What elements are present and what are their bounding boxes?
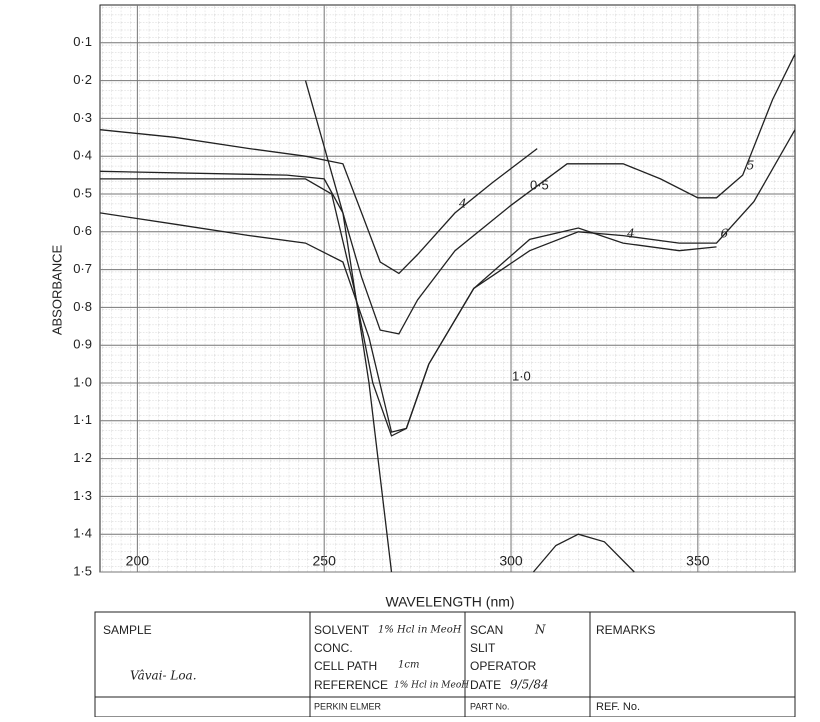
data-line [99, 53, 796, 335]
y-tick-label: 1·1 [73, 412, 92, 427]
y-tick-label: 0·7 [73, 261, 92, 276]
form-label: CONC. [314, 641, 353, 655]
y-tick-label: 0·5 [73, 185, 92, 200]
form-label: SOLVENT [314, 623, 370, 637]
y-tick-label: 0·8 [73, 299, 92, 314]
form-label: CELL PATH [314, 659, 377, 673]
series-label: 5 [747, 159, 755, 173]
data-line [99, 129, 538, 275]
y-tick-label: 1·2 [73, 450, 92, 465]
form-value: Vâvai- Loa. [130, 669, 197, 683]
form-footer: REF. No. [596, 701, 640, 713]
y-tick-label: 1·4 [73, 526, 92, 541]
form-value: 9/5/84 [510, 678, 549, 692]
data-line [532, 533, 635, 573]
series-label: 4 [458, 196, 467, 210]
form: SAMPLE Vâvai- Loa. SOLVENT 1% Hcl in Meo… [94, 611, 796, 718]
form-value: N [534, 623, 546, 637]
y-tick-label: 0·1 [73, 34, 92, 49]
form-footer: PERKIN ELMER [314, 701, 382, 711]
form-label: REMARKS [596, 623, 655, 637]
form-label: REFERENCE [314, 678, 388, 692]
form-label: OPERATOR [470, 659, 537, 673]
data-line [99, 212, 717, 433]
form-value: 1% Hcl in MeoH [378, 625, 462, 636]
data-line [304, 80, 393, 573]
y-tick-label: 1·0 [73, 374, 92, 389]
y-tick-label: 0·4 [73, 148, 92, 163]
annotation: 1·0 [512, 368, 531, 383]
y-axis-label: ABSORBANCE [49, 245, 64, 336]
annotation: 0·5 [530, 177, 549, 192]
form-label: SAMPLE [103, 623, 152, 637]
form-value: 1cm [398, 660, 419, 671]
series-label: 4 [626, 227, 635, 241]
x-axis-label: WAVELENGTH (nm) [385, 594, 514, 610]
form-value: 1% Hcl in MeoH [394, 681, 469, 691]
y-tick-label: 1·3 [73, 488, 92, 503]
form-label: DATE [470, 678, 501, 692]
y-tick-label: 0·6 [73, 223, 92, 238]
form-footer: PART No. [470, 701, 510, 711]
y-tick-label: 0·9 [73, 337, 92, 352]
y-tick-label: 0·2 [73, 72, 92, 87]
series-label: 6 [721, 227, 729, 241]
form-label: SLIT [470, 641, 496, 655]
form-label: SCAN [470, 623, 503, 637]
plot-area [99, 4, 796, 573]
y-tick-label: 0·3 [73, 110, 92, 125]
y-tick-label: 1·5 [73, 563, 92, 578]
